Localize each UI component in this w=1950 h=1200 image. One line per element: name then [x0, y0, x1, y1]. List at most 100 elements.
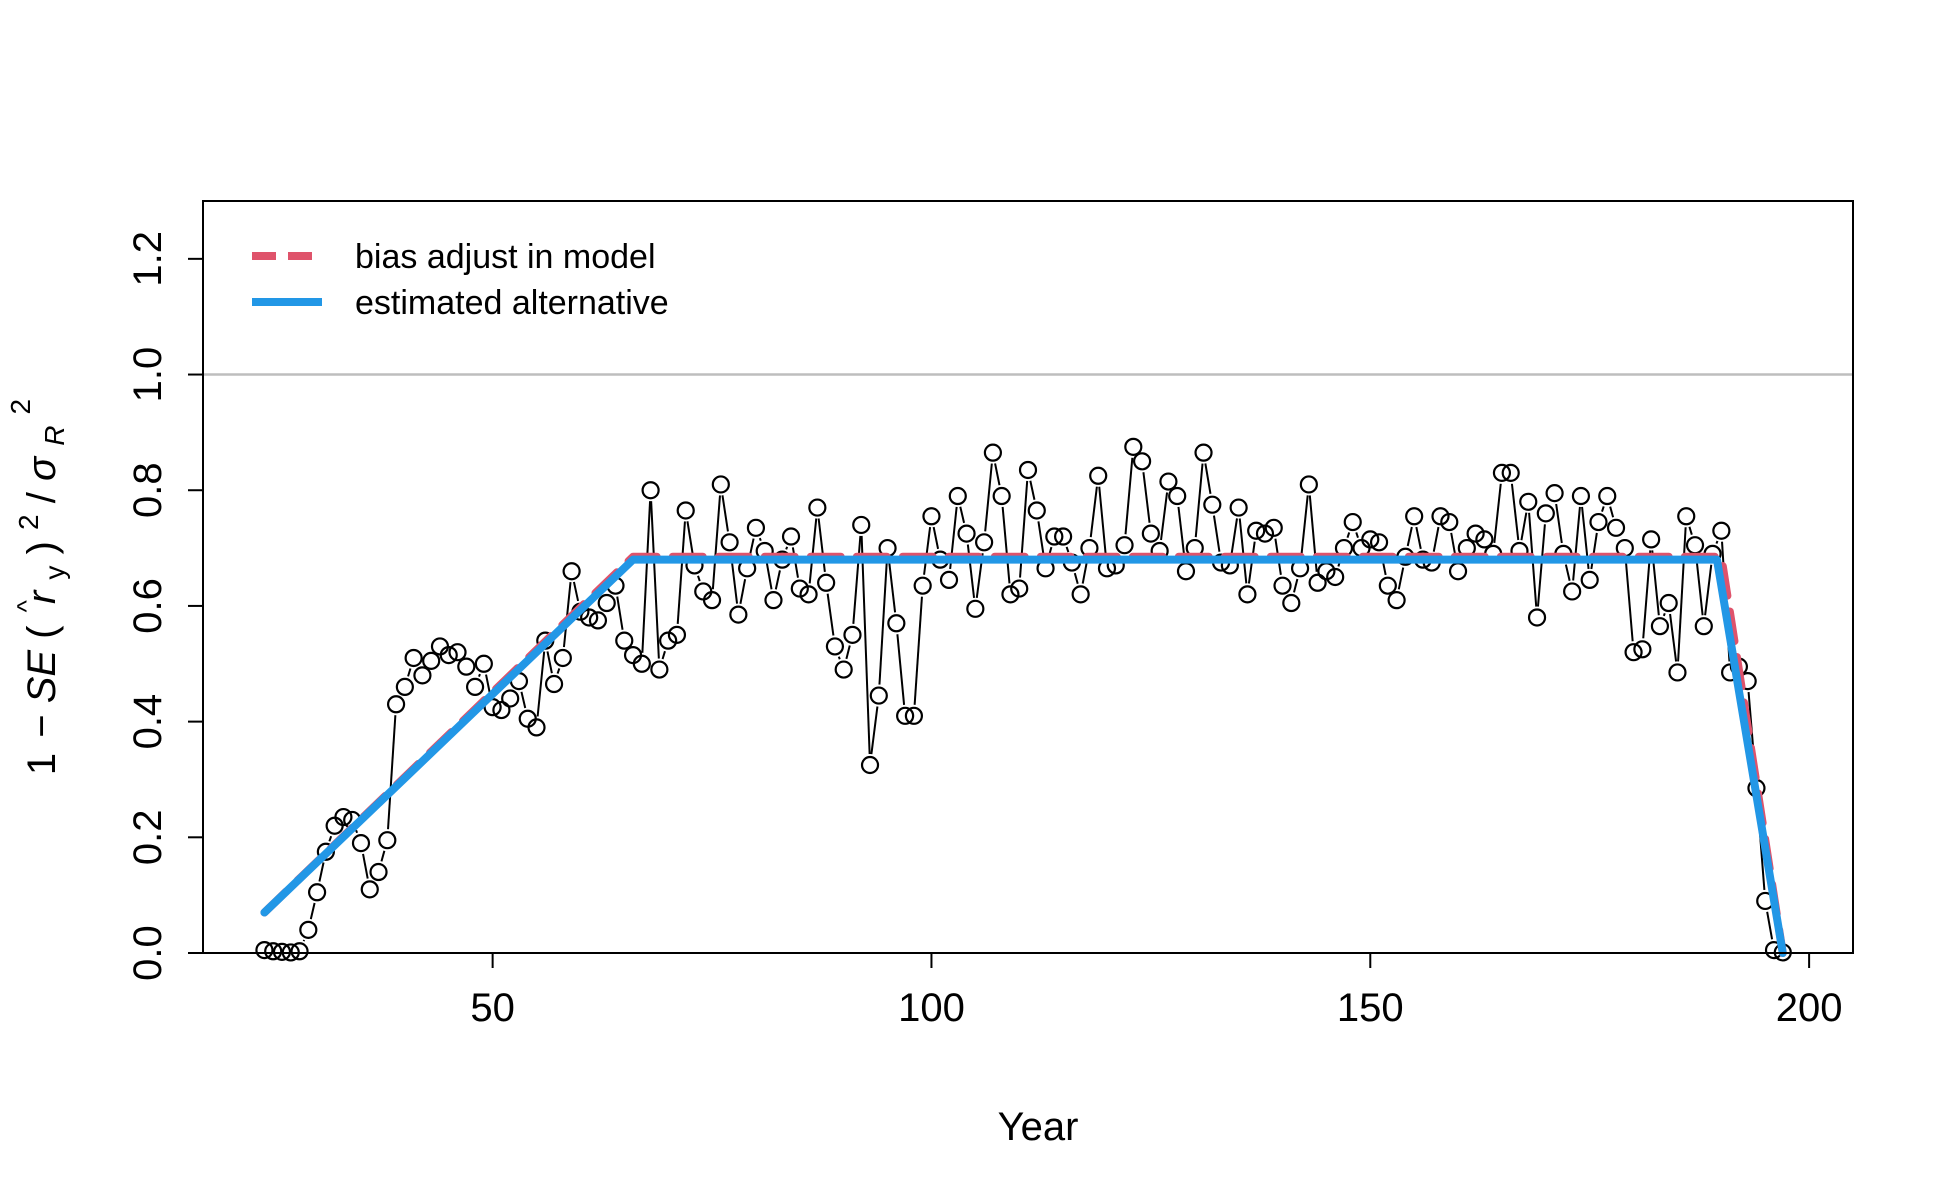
observed-point [1343, 512, 1362, 532]
observed-segment [1230, 518, 1238, 555]
observed-segment [328, 835, 333, 842]
observed-point [1563, 582, 1582, 601]
observed-point [1387, 591, 1406, 610]
observed-point [852, 515, 871, 535]
observed-segment [774, 570, 781, 590]
observed-segment [407, 668, 412, 677]
observed-point [351, 833, 371, 853]
observed-point [264, 942, 283, 961]
y-tick-label: 1.0 [126, 347, 170, 403]
observed-point [1089, 466, 1108, 485]
observed-segment [362, 853, 369, 879]
observed-point [860, 755, 880, 775]
x-axis: 50 100 150 200 [470, 952, 1842, 1030]
ylabel-one: 1 [20, 753, 64, 775]
fitted-series-layer [260, 552, 1787, 957]
observed-segment [765, 561, 773, 590]
observed-segment [1098, 486, 1107, 558]
ylabel-squared-2: 2 [5, 399, 36, 415]
observed-point [413, 666, 432, 685]
ylabel-r-hat: ^ [11, 599, 41, 612]
ylabel-close-paren: ) [20, 541, 64, 554]
observed-segment [1564, 564, 1571, 581]
observed-segment [1037, 521, 1045, 558]
observed-point [1405, 507, 1424, 526]
observed-point [1203, 495, 1222, 514]
observed-point [632, 654, 651, 673]
observed-point [896, 706, 915, 725]
observed-point [843, 625, 862, 644]
observed-segment [1662, 612, 1666, 617]
observed-point [553, 648, 572, 668]
observed-point [1492, 463, 1512, 482]
observed-point [1650, 617, 1670, 636]
observed-point [1132, 452, 1152, 471]
observed-segment [697, 575, 701, 582]
observed-point [299, 920, 318, 939]
observed-point [544, 674, 564, 694]
observed-segment [808, 518, 818, 584]
observed-point [448, 643, 467, 662]
observed-point [676, 501, 695, 520]
observed-segment [878, 558, 888, 685]
observed-point [966, 599, 985, 618]
observed-segment [870, 706, 879, 755]
observed-segment [562, 582, 572, 648]
observed-point [1694, 617, 1713, 636]
observed-point [1580, 570, 1599, 589]
observed-point [1633, 640, 1652, 659]
observed-point [1501, 463, 1520, 482]
observed-segment [994, 463, 1001, 486]
observed-point [272, 942, 292, 961]
observed-point [588, 611, 608, 630]
ylabel-R-subscript: R [39, 426, 70, 446]
observed-segment [380, 850, 386, 862]
observed-segment [1212, 515, 1221, 552]
observed-segment [932, 526, 940, 550]
observed-segment [1397, 567, 1405, 590]
observed-point [1229, 498, 1248, 517]
observed-point [650, 660, 669, 679]
observed-point [1045, 527, 1064, 546]
ylabel-open-paren: ( [20, 625, 64, 639]
observed-point [702, 591, 722, 610]
observed-point [290, 942, 309, 961]
observed-point [1115, 536, 1134, 555]
ylabel-sigma: σ [20, 455, 64, 481]
observed-point [1589, 512, 1608, 532]
observed-point [1247, 521, 1266, 540]
observed-segment [1073, 572, 1079, 585]
observed-point [562, 562, 581, 581]
ylabel-slash: / [20, 491, 64, 503]
observed-segment [1555, 503, 1563, 544]
observed-segment [1065, 546, 1070, 553]
observed-segment [1695, 556, 1704, 616]
observed-point [975, 533, 994, 552]
observed-segment [1124, 457, 1134, 535]
observed-segment [478, 673, 481, 677]
observed-point [1273, 576, 1292, 595]
observed-segment [1432, 526, 1440, 552]
observed-segment [1642, 550, 1652, 639]
legend-label-bias-adjust: bias adjust in model [355, 238, 656, 276]
observed-point [255, 941, 274, 960]
observed-point [1440, 512, 1459, 532]
observed-point [641, 481, 660, 500]
observed-point [1378, 576, 1397, 595]
observed-segment [556, 668, 561, 674]
observed-segment [355, 829, 359, 834]
observed-segment [641, 501, 652, 653]
observed-point [1054, 527, 1073, 546]
observed-point [1071, 585, 1090, 604]
ylabel-se: SE [20, 649, 64, 704]
observed-point [711, 475, 730, 494]
observed-segment [923, 527, 932, 575]
observed-point [1571, 486, 1591, 506]
series-line-estimated-alternative [260, 555, 1787, 957]
ylabel-minus: − [20, 714, 64, 737]
observed-point [992, 486, 1011, 506]
observed-segment [1406, 526, 1413, 547]
observed-point [1536, 504, 1555, 523]
observed-point [1361, 530, 1380, 549]
